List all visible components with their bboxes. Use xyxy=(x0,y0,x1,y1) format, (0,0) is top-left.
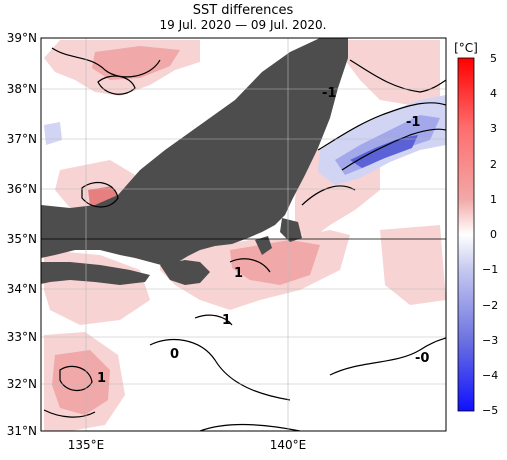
land-shikoku xyxy=(41,262,150,285)
cool-patch-core xyxy=(350,135,418,168)
colorbar-tick: −2 xyxy=(482,299,498,312)
lat-label: 39°N xyxy=(7,31,37,45)
colorbar-tick: 0 xyxy=(490,228,497,241)
contour-east-0 xyxy=(329,337,446,376)
map-frame xyxy=(40,37,447,432)
contour-label: -1 xyxy=(322,86,336,101)
land-kii xyxy=(160,260,210,285)
colorbar-tick: 5 xyxy=(490,52,497,65)
contour-south-1 xyxy=(229,258,271,273)
land-izu xyxy=(255,236,272,255)
contour-label: 1 xyxy=(234,266,243,281)
lat-label: 37°N xyxy=(7,132,37,146)
colorbar-frame xyxy=(457,57,475,412)
lat-axis: 39°N 38°N 37°N 36°N 35°N 34°N 33°N 32°N … xyxy=(7,31,37,438)
colorbar: [°C] 5 4 3 2 1 0 −1 −2 −3 −4 −5 xyxy=(454,41,498,417)
colorbar-ticks: 5 4 3 2 1 0 −1 −2 −3 −4 −5 xyxy=(482,52,498,417)
warm-patch-north-mid xyxy=(92,46,180,80)
colorbar-tick: 4 xyxy=(490,87,497,100)
lon-axis: 135°E 140°E xyxy=(68,438,307,452)
contour-north-loop xyxy=(97,75,136,95)
colorbar-tick: 1 xyxy=(490,193,497,206)
contour-northeast xyxy=(349,59,446,93)
land-boso xyxy=(280,218,302,242)
contour-label: 0 xyxy=(170,347,179,362)
contour-label: -1 xyxy=(406,115,420,130)
contour-kanto xyxy=(301,185,356,206)
warm-patch-south-coast-core xyxy=(230,240,320,285)
lat-label: 34°N xyxy=(7,282,37,296)
colorbar-tick: −1 xyxy=(482,263,498,276)
warm-anomaly-patches xyxy=(44,40,446,431)
contour-label: 1 xyxy=(97,371,106,386)
contour-label: -0 xyxy=(415,351,429,366)
lat-label: 32°N xyxy=(7,377,37,391)
map-title: SST differences xyxy=(193,3,294,18)
contour-label: 1 xyxy=(222,313,231,328)
contour-southwest xyxy=(43,409,96,418)
colorbar-tick: −4 xyxy=(482,369,498,382)
warm-patch-southwest-core xyxy=(52,350,110,415)
contour-label-group: -1 -1 1 1 1 0 -0 xyxy=(97,86,429,386)
colorbar-unit-label: [°C] xyxy=(454,41,478,55)
colorbar-tick: −3 xyxy=(482,334,498,347)
colorbar-tick: −5 xyxy=(482,404,498,417)
colorbar-tick: 2 xyxy=(490,158,497,171)
contour-south-2 xyxy=(194,314,233,326)
lon-label: 140°E xyxy=(270,438,307,452)
contour-north xyxy=(51,47,161,78)
contour-south-bottom xyxy=(199,423,301,431)
lat-label: 36°N xyxy=(7,182,37,196)
map-subtitle: 19 Jul. 2020 — 09 Jul. 2020. xyxy=(160,18,327,32)
colorbar-tick: 3 xyxy=(490,122,497,135)
land-masses xyxy=(41,38,348,285)
lon-label: 135°E xyxy=(68,438,105,452)
contour-cool-inner xyxy=(341,128,446,171)
contour-lines xyxy=(43,47,446,431)
lat-label: 35°N xyxy=(7,232,37,246)
contour-southwest-loop xyxy=(59,365,93,391)
lat-label: 38°N xyxy=(7,82,37,96)
lat-label: 31°N xyxy=(7,424,37,438)
land-honshu xyxy=(41,38,348,266)
contour-wakasa xyxy=(81,181,119,208)
warm-patch-east xyxy=(380,225,446,305)
contour-cool-outer xyxy=(317,102,446,151)
map-area: -1 -1 1 1 1 0 -0 xyxy=(41,38,446,431)
grid-lines xyxy=(41,38,446,431)
contour-south-0 xyxy=(149,338,291,401)
lat-label: 33°N xyxy=(7,330,37,344)
